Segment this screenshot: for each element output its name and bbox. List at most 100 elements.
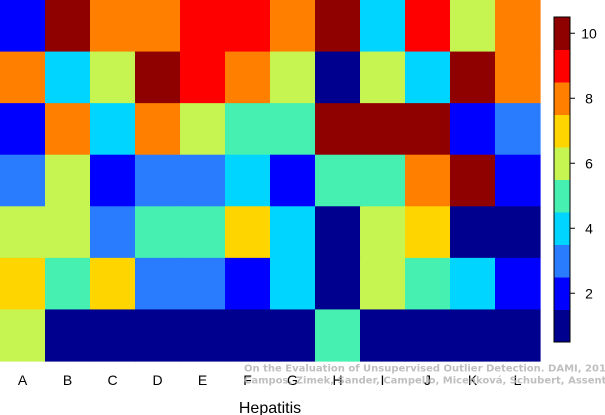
heatmap-cell-E-row5 xyxy=(180,206,226,259)
heatmap-cell-A-row6 xyxy=(0,257,46,311)
x-tick-label-B: B xyxy=(63,372,72,388)
heatmap-cell-K-row7 xyxy=(450,309,496,362)
heatmap-cell-J-row6 xyxy=(405,257,451,311)
heatmap-cell-C-row5 xyxy=(90,206,136,259)
heatmap-cell-I-row1 xyxy=(360,0,406,53)
heatmap-cell-J-row1 xyxy=(405,0,451,53)
heatmap-cell-F-row3 xyxy=(225,103,271,156)
heatmap-cell-J-row4 xyxy=(405,154,451,207)
heatmap-cell-H-row1 xyxy=(315,0,361,53)
colorbar-segment-8 xyxy=(554,82,570,115)
heatmap-cell-L-row7 xyxy=(495,309,541,362)
heatmap-cell-G-row6 xyxy=(270,257,316,311)
x-tick-label-I: I xyxy=(381,372,385,388)
heatmap-cell-L-row5 xyxy=(495,206,541,259)
heatmap-cell-E-row3 xyxy=(180,103,226,156)
heatmap-cell-F-row4 xyxy=(225,154,271,207)
heatmap-cell-G-row1 xyxy=(270,0,316,53)
heatmap-cell-F-row1 xyxy=(225,0,271,53)
heatmap-cell-J-row7 xyxy=(405,309,451,362)
x-tick-label-K: K xyxy=(468,372,478,388)
x-tick-label-A: A xyxy=(18,372,28,388)
colorbar-segment-4 xyxy=(554,212,570,245)
x-tick-label-J: J xyxy=(424,372,431,388)
heatmap-cell-L-row4 xyxy=(495,154,541,207)
heatmap-cell-C-row7 xyxy=(90,309,136,362)
heatmap-cell-B-row1 xyxy=(45,0,91,53)
x-axis-title: Hepatitis xyxy=(239,400,301,415)
heatmap-cell-K-row3 xyxy=(450,103,496,156)
colorbar-segment-6 xyxy=(554,147,570,180)
colorbar-tick-label-10: 10 xyxy=(581,25,597,41)
heatmap-cell-B-row2 xyxy=(45,51,91,104)
heatmap-cell-E-row1 xyxy=(180,0,226,53)
heatmap-cell-F-row6 xyxy=(225,257,271,311)
heatmap-cell-K-row6 xyxy=(450,257,496,311)
heatmap-cell-F-row2 xyxy=(225,51,271,104)
heatmap-cell-K-row5 xyxy=(450,206,496,259)
x-tick-label-C: C xyxy=(107,372,117,388)
colorbar-tick-label-8: 8 xyxy=(585,90,593,106)
heatmap-cell-G-row4 xyxy=(270,154,316,207)
credit-line-2: Campos, Zimek, Sander, Campello, Micenko… xyxy=(244,375,605,387)
heatmap-cell-H-row2 xyxy=(315,51,361,104)
heatmap-cell-L-row2 xyxy=(495,51,541,104)
heatmap-cell-C-row6 xyxy=(90,257,136,311)
heatmap-cell-E-row2 xyxy=(180,51,226,104)
x-tick-label-H: H xyxy=(332,372,342,388)
credit-line-1: On the Evaluation of Unsupervised Outlie… xyxy=(244,364,605,375)
colorbar-segment-1 xyxy=(554,309,570,343)
colorbar-tick-label-6: 6 xyxy=(585,155,593,171)
heatmap-cell-D-row2 xyxy=(135,51,181,104)
heatmap-cell-H-row6 xyxy=(315,257,361,311)
colorbar-segment-10 xyxy=(554,17,570,50)
heatmap-cell-G-row7 xyxy=(270,309,316,362)
heatmap-cell-D-row6 xyxy=(135,257,181,311)
heatmap-cell-J-row5 xyxy=(405,206,451,259)
heatmap-cell-I-row4 xyxy=(360,154,406,207)
heatmap-cell-A-row3 xyxy=(0,103,46,156)
heatmap-cell-G-row5 xyxy=(270,206,316,259)
heatmap-cell-E-row6 xyxy=(180,257,226,311)
heatmap-cell-H-row7 xyxy=(315,309,361,362)
heatmap-cell-I-row5 xyxy=(360,206,406,259)
heatmap-cell-K-row1 xyxy=(450,0,496,53)
x-tick-label-D: D xyxy=(152,372,162,388)
heatmap-cell-K-row4 xyxy=(450,154,496,207)
heatmap-cell-B-row5 xyxy=(45,206,91,259)
colorbar-frame xyxy=(553,16,571,343)
colorbar-segment-5 xyxy=(554,179,570,213)
heatmap-cell-G-row2 xyxy=(270,51,316,104)
heatmap-cell-C-row1 xyxy=(90,0,136,53)
heatmap-cell-A-row5 xyxy=(0,206,46,259)
x-tick-label-G: G xyxy=(287,372,298,388)
heatmap-cell-B-row6 xyxy=(45,257,91,311)
heatmap-cell-A-row2 xyxy=(0,51,46,104)
heatmap-cell-A-row1 xyxy=(0,0,46,53)
x-tick-label-L: L xyxy=(514,372,522,388)
heatmap-cell-H-row5 xyxy=(315,206,361,259)
heatmap-cell-B-row3 xyxy=(45,103,91,156)
x-axis-tick-labels: A B C D E F G H I J K L xyxy=(18,372,522,388)
heatmap-cell-K-row2 xyxy=(450,51,496,104)
heatmap-cell-C-row3 xyxy=(90,103,136,156)
heatmap-cell-I-row3 xyxy=(360,103,406,156)
heatmap-cell-D-row4 xyxy=(135,154,181,207)
heatmap-cell-E-row4 xyxy=(180,154,226,207)
heatmap-cell-A-row7 xyxy=(0,309,46,362)
heatmap-cell-J-row3 xyxy=(405,103,451,156)
colorbar-segment-3 xyxy=(554,244,570,278)
heatmap-cell-F-row7 xyxy=(225,309,271,362)
x-tick-label-E: E xyxy=(198,372,207,388)
colorbar-segment-7 xyxy=(554,114,570,148)
colorbar-tick-label-2: 2 xyxy=(585,285,593,301)
heatmap-cell-D-row1 xyxy=(135,0,181,53)
colorbar-tick-label-4: 4 xyxy=(585,220,593,236)
heatmap-cell-D-row3 xyxy=(135,103,181,156)
heatmap-cells xyxy=(0,0,541,362)
heatmap-cell-H-row3 xyxy=(315,103,361,156)
heatmap-cell-C-row2 xyxy=(90,51,136,104)
heatmap-cell-B-row4 xyxy=(45,154,91,207)
heatmap-cell-B-row7 xyxy=(45,309,91,362)
